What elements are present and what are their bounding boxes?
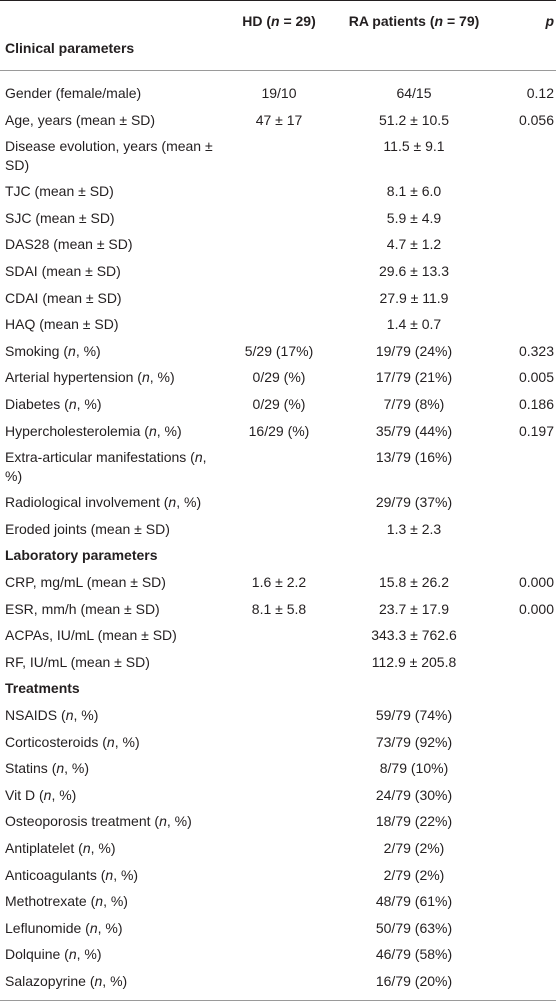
cell-ra: 7/79 (8%): [383, 396, 445, 412]
row-label: Arterial hypertension (n, %): [5, 369, 175, 386]
row-label: Antiplatelet (n, %): [5, 840, 116, 856]
cell-hd: 8.1 ± 5.8: [251, 600, 307, 617]
row-label: Hypercholesterolemia (n, %): [5, 422, 182, 439]
row-label: SDAI (mean ± SD): [5, 263, 121, 279]
cell-ra: 1.4 ± 0.7: [386, 316, 442, 333]
row-label: Radiological involvement (n, %): [5, 494, 202, 511]
cell-p: 0.186: [518, 396, 554, 412]
cell-hd: 16/29 (%): [248, 422, 310, 439]
row-label: Dolquine (n, %): [5, 946, 102, 963]
cell-ra: 48/79 (61%): [375, 893, 453, 910]
row-label: TJC (mean ± SD): [5, 183, 114, 200]
row-label: Eroded joints (mean ± SD): [5, 520, 170, 537]
cell-ra: 50/79 (63%): [375, 919, 453, 936]
cell-ra: 8/79 (10%): [379, 760, 449, 777]
cell-ra: 4.7 ± 1.2: [386, 236, 442, 253]
cell-ra: 19/79 (24%): [375, 342, 453, 359]
cell-ra: 29.6 ± 13.3: [379, 263, 449, 279]
row-label: Osteoporosis treatment (n, %): [5, 813, 192, 830]
row-label: Extra-articular manifestations (n, %): [5, 449, 207, 485]
row-label: Age, years (mean ± SD): [5, 111, 156, 128]
row-label: Statins (n, %): [5, 760, 90, 777]
cell-ra: 112.9 ± 205.8: [371, 653, 457, 670]
cell-ra: 23.7 ± 17.9: [379, 600, 449, 617]
cell-p: 0.12: [526, 85, 554, 101]
row-label: NSAIDS (n, %): [5, 707, 99, 723]
row-label: CDAI (mean ± SD): [5, 289, 122, 306]
cell-p: 0.000: [518, 600, 554, 617]
cell-ra: 2/79 (2%): [383, 840, 445, 856]
row-label: Methotrexate (n, %): [5, 893, 128, 910]
cell-hd: 0/29 (%): [252, 369, 306, 386]
row-label: ESR, mm/h (mean ± SD): [5, 600, 160, 617]
cell-ra: 5.9 ± 4.9: [386, 209, 442, 226]
row-label: Corticosteroids (n, %): [5, 733, 140, 750]
cell-ra: 8.1 ± 6.0: [386, 183, 442, 200]
table-bottom-rule: [0, 1000, 556, 1001]
row-label: Diabetes (n, %): [5, 396, 102, 412]
cell-ra: 1.3 ± 2.3: [386, 520, 442, 537]
cell-p: 0.005: [518, 369, 554, 386]
cell-hd: 0/29 (%): [252, 396, 306, 412]
cell-ra: 17/79 (21%): [375, 369, 453, 386]
cell-p: 0.323: [518, 342, 554, 359]
cell-ra: 2/79 (2%): [383, 866, 445, 883]
cell-ra: 18/79 (22%): [375, 813, 453, 830]
cell-ra: 51.2 ± 10.5: [379, 111, 449, 128]
cell-p: 0.197: [518, 422, 554, 439]
cell-ra: 16/79 (20%): [375, 973, 453, 989]
cell-p: 0.056: [518, 111, 554, 128]
row-label: ACPAs, IU/mL (mean ± SD): [5, 627, 177, 644]
cell-ra: 46/79 (58%): [375, 946, 453, 963]
row-label: Disease evolution, years (mean ± SD): [5, 138, 213, 174]
row-label: Leflunomide (n, %): [5, 919, 123, 936]
cell-hd: 19/10: [261, 85, 297, 101]
cell-ra: 24/79 (30%): [375, 786, 453, 803]
section-heading: Treatments: [5, 680, 80, 697]
column-header-hd: HD (n = 29): [242, 13, 316, 29]
cell-ra: 35/79 (44%): [375, 422, 453, 439]
cell-hd: 5/29 (17%): [244, 342, 314, 359]
row-label: Anticoagulants (n, %): [5, 866, 139, 883]
cell-ra: 64/15: [396, 85, 432, 101]
row-label: Gender (female/male): [5, 85, 142, 101]
cell-p: 0.000: [518, 574, 554, 590]
row-label: Smoking (n, %): [5, 342, 101, 359]
row-label: RF, IU/mL (mean ± SD): [5, 653, 150, 670]
cell-ra: 343.3 ± 762.6: [371, 627, 457, 644]
cell-ra: 13/79 (16%): [375, 449, 453, 466]
row-label: SJC (mean ± SD): [5, 209, 115, 226]
row-label: CRP, mg/mL (mean ± SD): [5, 574, 166, 590]
column-header-ra: RA patients (n = 79): [348, 13, 480, 29]
cell-ra: 59/79 (74%): [375, 707, 453, 723]
cell-ra: 29/79 (37%): [375, 494, 453, 511]
cell-ra: 73/79 (92%): [375, 733, 453, 750]
column-header-p: p: [545, 13, 554, 29]
cell-ra: 27.9 ± 11.9: [379, 289, 449, 306]
section-heading-clinical: Clinical parameters: [5, 40, 135, 56]
row-label: Salazopyrine (n, %): [5, 973, 128, 989]
row-label: DAS28 (mean ± SD): [5, 236, 133, 253]
row-label: HAQ (mean ± SD): [5, 316, 119, 333]
row-label: Vit D (n, %): [5, 786, 77, 803]
section-heading: Laboratory parameters: [5, 547, 158, 564]
cell-ra: 15.8 ± 26.2: [379, 574, 449, 590]
header-rule: [0, 70, 556, 71]
table-top-rule: [0, 0, 556, 1]
cell-hd: 1.6 ± 2.2: [251, 574, 307, 590]
cell-hd: 47 ± 17: [255, 111, 303, 128]
cell-ra: 11.5 ± 9.1: [383, 138, 445, 155]
